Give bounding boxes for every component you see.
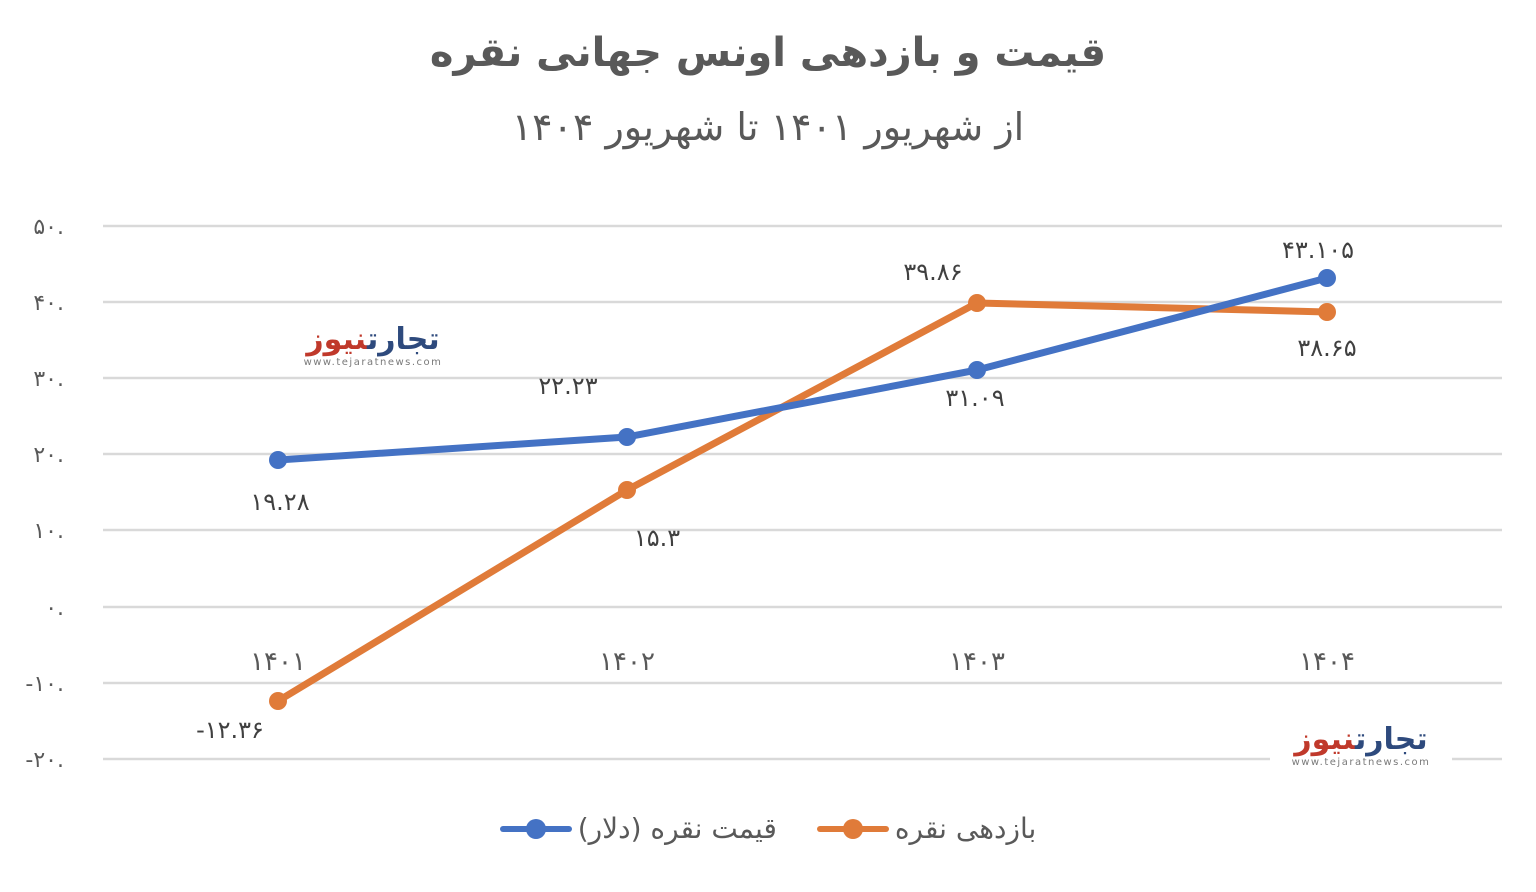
legend-label-price: قیمت نقره (دلار) [577,812,777,845]
price-point[interactable] [968,361,986,379]
return-point[interactable] [968,294,986,312]
svg-text:۰.: ۰. [45,596,64,621]
price-label: ۴۳.۱۰۵ [1282,236,1354,264]
return-point[interactable] [269,692,287,710]
svg-text:۱۴۰۳: ۱۴۰۳ [949,647,1005,677]
return-line-marker-icon [816,818,889,839]
legend-label-return: بازدهی نقره [894,812,1037,845]
price-point[interactable] [1318,269,1336,287]
x-axis-categories: ۱۴۰۱ ۱۴۰۲ ۱۴۰۳ ۱۴۰۴ [250,647,1355,677]
svg-text:۱۴۰۴: ۱۴۰۴ [1299,647,1355,677]
svg-text:-۲۰.: -۲۰. [25,748,64,773]
data-labels: ۱۹.۲۸ ۲۲.۲۳ ۳۱.۰۹ ۴۳.۱۰۵ -۱۲.۳۶ ۱۵.۳ ۳۹.… [196,236,1357,744]
svg-text:۱۴۰۱: ۱۴۰۱ [250,647,306,677]
return-label: -۱۲.۳۶ [196,716,264,744]
svg-text:۱۰.: ۱۰. [33,519,64,544]
svg-text:۵۰.: ۵۰. [33,215,64,240]
price-label: ۳۱.۰۹ [945,384,1004,412]
svg-text:۴۰.: ۴۰. [33,291,64,316]
return-label: ۱۵.۳ [634,524,680,552]
svg-text:-۱۰.: -۱۰. [25,672,64,697]
svg-text:۲۰.: ۲۰. [33,443,64,468]
watermark-logo: تجارتنیوز www.tejaratnews.com [282,322,464,370]
return-label: ۳۹.۸۶ [903,258,962,286]
svg-text:۳۰.: ۳۰. [33,367,64,392]
chart-subtitle: از شهریور ۱۴۰۱ تا شهریور ۱۴۰۴ [511,105,1025,149]
series-price [269,269,1336,469]
chart-title: قیمت و بازدهی اونس جهانی نقره [429,30,1107,76]
legend-item-return[interactable]: بازدهی نقره [816,812,1037,845]
price-label: ۲۲.۲۳ [538,372,597,400]
series-return [269,294,1336,710]
return-point[interactable] [618,481,636,499]
watermark-logo: تجارتنیوز www.tejaratnews.com [1270,722,1452,770]
y-axis-ticks: ۵۰. ۴۰. ۳۰. ۲۰. ۱۰. ۰. -۱۰. -۲۰. [25,215,64,773]
svg-text:۱۴۰۲: ۱۴۰۲ [599,647,655,677]
price-line-marker-icon [499,818,572,839]
price-label: ۱۹.۲۸ [250,488,309,516]
price-point[interactable] [269,451,287,469]
legend-item-price[interactable]: قیمت نقره (دلار) [499,812,777,845]
return-label: ۳۸.۶۵ [1297,334,1356,362]
legend: قیمت نقره (دلار) بازدهی نقره [0,812,1536,845]
price-point[interactable] [618,428,636,446]
return-point[interactable] [1318,303,1336,321]
